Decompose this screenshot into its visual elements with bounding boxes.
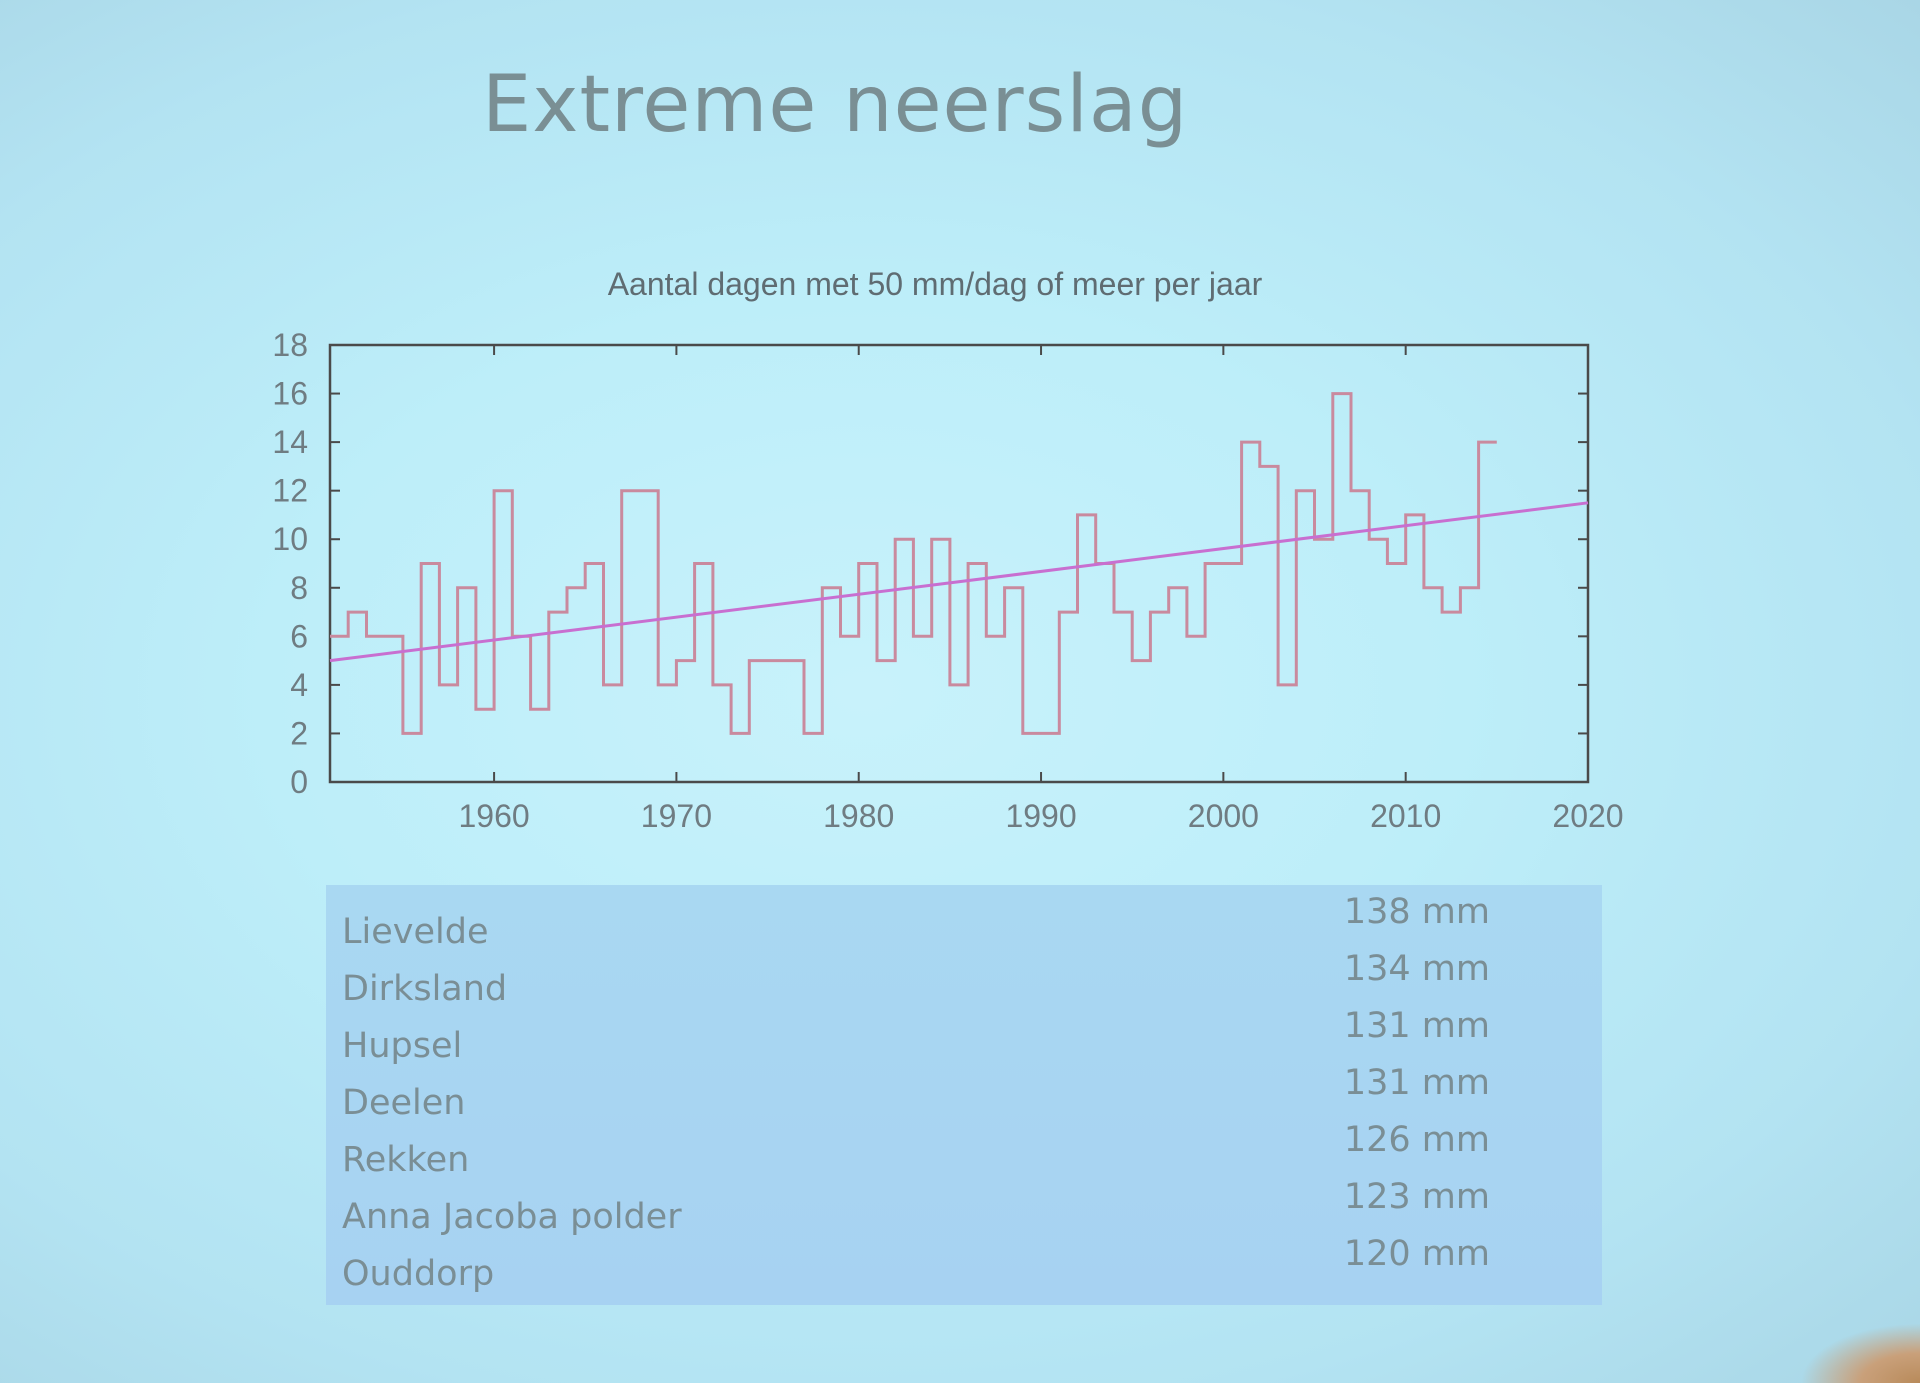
x-tick-label: 1980	[823, 798, 894, 834]
x-axis: 1960 1970 1980 1990 2000 2010 2020	[458, 345, 1624, 834]
station-name: Rekken	[342, 1140, 470, 1180]
station-name: Anna Jacoba polder	[342, 1197, 682, 1237]
x-tick-label: 2000	[1188, 798, 1259, 834]
step-series-line	[330, 392, 1497, 735]
y-tick-label: 14	[272, 424, 308, 460]
chart-svg: Aantal dagen met 50 mm/dag of meer per j…	[272, 266, 1624, 834]
station-row: Anna Jacoba polder 123 mm	[326, 1177, 1602, 1254]
station-row: Hupsel 131 mm	[326, 1006, 1602, 1083]
plot-frame	[328, 343, 1590, 784]
station-name: Dirksland	[342, 969, 508, 1009]
y-tick-label: 16	[272, 376, 308, 412]
station-row: Lievelde 138 mm	[326, 892, 1602, 969]
y-tick-label: 0	[290, 764, 308, 800]
station-row: Dirksland 134 mm	[326, 949, 1602, 1026]
y-tick-label: 8	[290, 570, 308, 606]
presenter-hair	[1800, 1323, 1920, 1383]
y-tick-label: 2	[290, 715, 308, 751]
trend-line	[329, 501, 1589, 663]
station-row: Deelen 131 mm	[326, 1063, 1602, 1140]
station-value: 138 mm	[1343, 892, 1490, 932]
x-tick-label: 1990	[1005, 798, 1076, 834]
x-tick-label: 2020	[1552, 798, 1623, 834]
y-tick-label: 18	[272, 327, 308, 363]
slide-title: Extreme neerslag	[482, 60, 1189, 150]
station-table: Lievelde 138 mm Dirksland 134 mm Hupsel …	[326, 885, 1602, 1305]
station-name: Ouddorp	[342, 1254, 495, 1294]
x-tick-label: 2010	[1370, 798, 1441, 834]
station-value: 131 mm	[1343, 1006, 1490, 1046]
station-value: 123 mm	[1343, 1177, 1490, 1217]
station-value: 120 mm	[1343, 1234, 1490, 1274]
station-value: 126 mm	[1343, 1120, 1490, 1160]
y-tick-label: 12	[272, 473, 308, 509]
station-name: Lievelde	[342, 912, 489, 952]
station-name: Hupsel	[342, 1026, 463, 1066]
y-tick-label: 10	[272, 521, 308, 557]
chart-title: Aantal dagen met 50 mm/dag of meer per j…	[608, 266, 1263, 302]
series-layer	[329, 392, 1589, 735]
y-tick-label: 6	[290, 618, 308, 654]
x-tick-label: 1960	[458, 798, 529, 834]
y-tick-label: 4	[290, 667, 308, 703]
precipitation-chart: Aantal dagen met 50 mm/dag of meer per j…	[230, 255, 1650, 865]
station-value: 131 mm	[1343, 1063, 1490, 1103]
station-name: Deelen	[342, 1083, 466, 1123]
x-tick-label: 1970	[641, 798, 712, 834]
station-row: Rekken 126 mm	[326, 1120, 1602, 1197]
station-value: 134 mm	[1343, 949, 1490, 989]
station-row: Ouddorp 120 mm	[326, 1234, 1602, 1311]
